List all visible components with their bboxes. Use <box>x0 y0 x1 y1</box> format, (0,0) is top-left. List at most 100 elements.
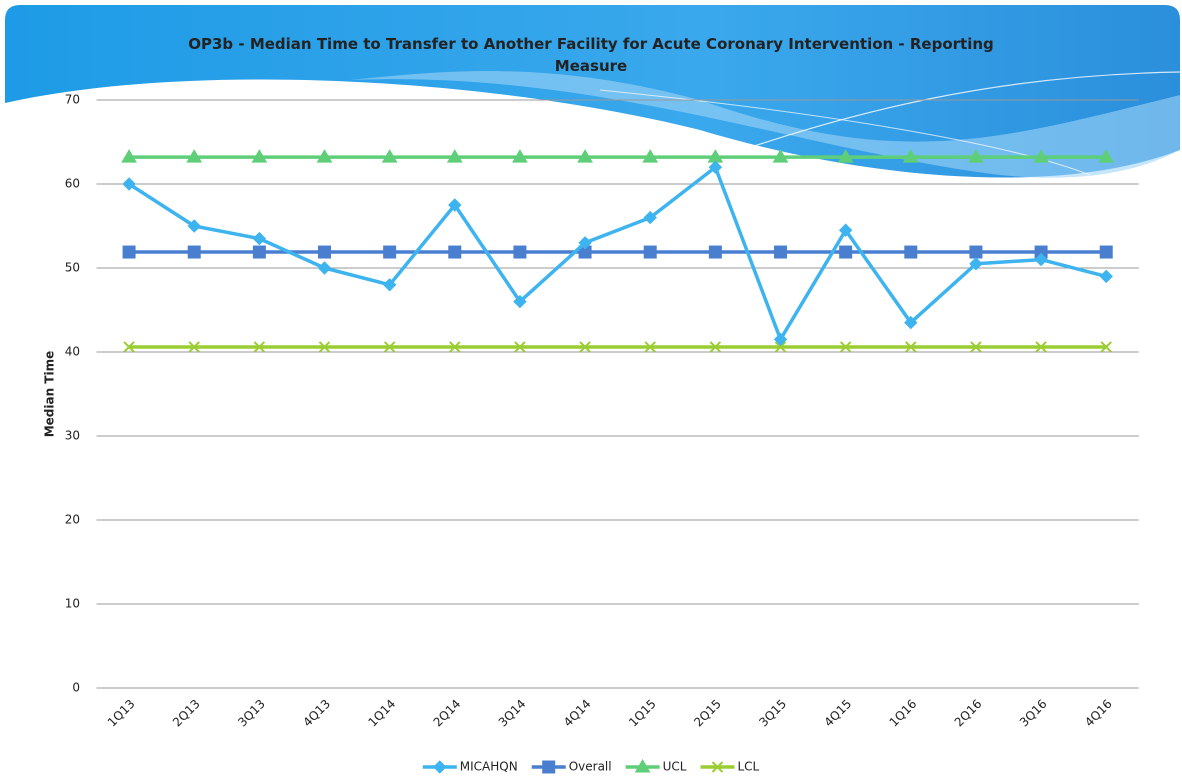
x-tick-label: 2Q15 <box>691 697 724 730</box>
point-marker <box>187 219 201 233</box>
point-marker <box>578 236 592 250</box>
point-marker <box>316 149 333 163</box>
point-marker <box>773 332 788 347</box>
point-marker <box>123 341 135 353</box>
point-marker <box>318 341 331 353</box>
legend-marker <box>711 761 724 773</box>
point-marker <box>252 231 267 246</box>
point-marker <box>187 245 201 259</box>
x-tick-label: 1Q13 <box>105 697 138 730</box>
y-tick-label: 30 <box>65 429 80 443</box>
point-marker <box>1099 269 1113 284</box>
x-tick-label: 4Q16 <box>1082 697 1115 730</box>
y-tick-label: 70 <box>65 93 80 107</box>
y-tick-label: 60 <box>65 177 80 191</box>
point-marker <box>253 341 266 353</box>
point-marker <box>969 245 983 259</box>
point-marker <box>317 261 332 275</box>
legend: MICAHQN Overall UCL LCL <box>422 759 760 774</box>
x-tick-label: 3Q16 <box>1017 697 1050 730</box>
x-tick-label: 3Q14 <box>496 697 529 730</box>
y-tick-label: 0 <box>72 681 80 695</box>
point-marker <box>1098 149 1115 163</box>
series-line <box>128 165 1107 342</box>
point-marker <box>839 341 852 353</box>
point-marker <box>1034 252 1048 267</box>
point-marker <box>252 245 266 259</box>
point-marker <box>970 341 982 353</box>
point-marker <box>122 177 136 191</box>
point-marker <box>905 341 917 353</box>
point-marker <box>774 341 787 353</box>
point-marker <box>902 149 919 163</box>
y-tick-label: 40 <box>65 345 80 359</box>
legend-marker <box>433 760 447 774</box>
point-marker <box>122 245 136 259</box>
point-marker <box>904 245 918 259</box>
point-marker <box>642 149 659 163</box>
x-tick-label: 2Q13 <box>170 697 203 730</box>
point-marker <box>1100 341 1112 353</box>
point-marker <box>121 149 137 163</box>
point-marker <box>188 341 200 353</box>
x-tick-label: 3Q13 <box>235 697 268 730</box>
y-tick-label: 50 <box>65 261 80 275</box>
legend-marker <box>542 760 556 774</box>
point-marker <box>969 257 983 271</box>
point-marker <box>838 223 853 237</box>
x-tick-label: 4Q13 <box>300 697 333 730</box>
legend-label: MICAHQN <box>460 760 518 774</box>
point-marker <box>708 245 722 259</box>
point-marker <box>643 245 657 259</box>
x-tick-label: 2Q16 <box>952 697 985 730</box>
point-marker <box>382 278 397 292</box>
point-marker <box>186 149 203 163</box>
point-marker <box>774 245 788 259</box>
point-marker <box>1033 149 1049 163</box>
y-tick-label: 20 <box>65 513 80 527</box>
point-marker <box>383 245 397 259</box>
point-marker <box>839 245 853 259</box>
point-marker <box>514 341 526 353</box>
x-tick-label: 1Q15 <box>626 697 659 730</box>
legend-label: Overall <box>569 760 612 774</box>
legend-label: LCL <box>737 760 759 774</box>
x-tick-label: 1Q16 <box>887 697 920 730</box>
legend-marker <box>634 759 651 773</box>
y-tick-label: 10 <box>65 597 80 611</box>
point-marker <box>709 341 722 353</box>
point-marker <box>383 341 396 353</box>
point-marker <box>772 149 789 163</box>
x-tick-label: 1Q14 <box>365 697 398 730</box>
point-marker <box>512 149 528 163</box>
point-marker <box>577 149 593 163</box>
x-tick-label: 4Q14 <box>561 697 594 730</box>
point-marker <box>1035 341 1047 353</box>
point-marker <box>644 341 656 353</box>
point-marker <box>448 245 462 259</box>
point-marker <box>579 341 591 353</box>
point-marker <box>446 149 463 163</box>
point-marker <box>513 245 527 259</box>
header-decoration <box>5 5 1181 178</box>
chart-title: OP3b - Median Time to Transfer to Anothe… <box>188 35 994 75</box>
point-marker <box>448 198 462 212</box>
point-marker <box>904 315 918 330</box>
point-marker <box>251 149 268 163</box>
point-marker <box>708 160 723 174</box>
point-marker <box>449 341 461 353</box>
point-marker <box>643 210 657 225</box>
point-marker <box>968 149 984 163</box>
point-marker <box>318 245 332 259</box>
y-axis-label: Median Time <box>43 351 57 438</box>
legend-label: UCL <box>663 760 687 774</box>
point-marker <box>837 149 854 163</box>
point-marker <box>381 149 398 163</box>
x-tick-label: 2Q14 <box>431 697 464 730</box>
point-marker <box>1099 245 1113 259</box>
x-tick-label: 3Q15 <box>756 697 789 730</box>
point-marker <box>513 294 527 309</box>
x-tick-label: 4Q15 <box>821 697 854 730</box>
